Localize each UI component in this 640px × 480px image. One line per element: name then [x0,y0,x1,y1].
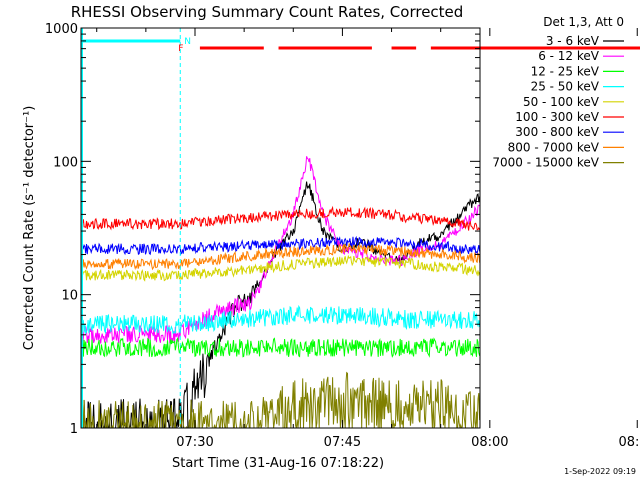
series-8 [81,242,480,271]
y-tick-label-4: 1000 [45,22,78,37]
night-flag-label: N [184,37,191,47]
series-line-7 [81,235,480,256]
legend-label-9: 7000 - 15000 keV [492,156,599,170]
series-2 [81,156,480,345]
legend-label-3: 12 - 25 keV [531,64,600,78]
series-9 [81,371,480,428]
series-3 [81,337,480,358]
timestamp-label: 1-Sep-2022 09:19 [564,467,636,476]
plot-area: NF [81,28,640,428]
series-line-4 [81,304,480,335]
y-axis-label: Corrected Count Rate (s⁻¹ detector⁻¹) [22,106,37,351]
legend-label-7: 300 - 800 keV [515,125,599,139]
y-tick-label-2: 10 [61,289,78,304]
series-line-3 [81,337,480,358]
series-line-5 [81,254,480,282]
x-axis-label: Start Time (31-Aug-16 07:18:22) [172,456,384,471]
legend-title: Det 1,3, Att 0 [543,15,624,29]
y-tick-label-3: 100 [53,155,78,170]
legend-label-2: 6 - 12 keV [538,49,600,63]
legend-label-1: 3 - 6 keV [546,34,600,48]
flare-flag-label: F [178,44,183,54]
series-line-9 [81,371,480,428]
legend-label-6: 100 - 300 keV [515,110,599,124]
legend-label-4: 25 - 50 keV [531,80,600,94]
legend-label-5: 50 - 100 keV [523,95,600,109]
series-7 [81,235,480,256]
series-line-2 [81,156,480,345]
series-line-6 [81,205,480,231]
x-tick-label-2: 07:45 [324,435,361,450]
series-4 [81,304,480,335]
series-6 [81,205,480,231]
series-line-8 [81,242,480,271]
series-5 [81,254,480,282]
x-tick-label-1: 07:30 [176,435,213,450]
legend-label-8: 800 - 7000 keV [508,140,600,154]
x-tick-label-3: 08:00 [471,435,508,450]
chart-title: RHESSI Observing Summary Count Rates, Co… [71,3,464,21]
y-tick-label-1: 1 [70,422,78,437]
plot-border [80,27,481,429]
x-tick-label-4: 08:15 [619,435,640,450]
